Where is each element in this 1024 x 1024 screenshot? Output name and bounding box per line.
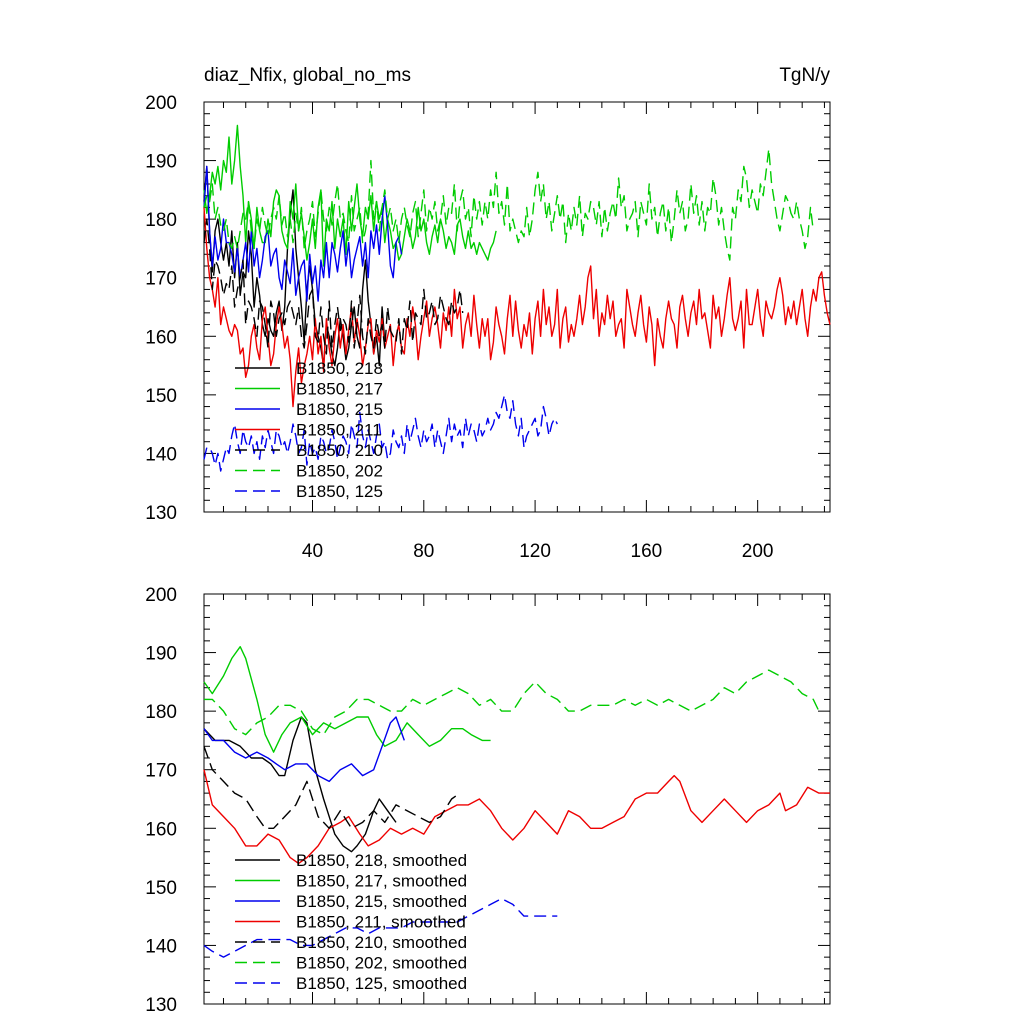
ytick-label: 140: [145, 444, 177, 465]
xtick-label: 120: [519, 541, 551, 562]
ytick-label: 170: [145, 761, 177, 782]
plot-frame: [203, 101, 831, 513]
legend-label: B1850, 211, smoothed: [296, 913, 466, 932]
ytick-label: 130: [145, 995, 177, 1016]
series-layer: [203, 124, 831, 472]
legend-label: B1850, 218, smoothed: [296, 851, 467, 870]
ytick-label: 200: [145, 585, 177, 606]
series-line-b1850-210-smoothed: [203, 746, 461, 829]
ytick-label: 160: [145, 819, 177, 840]
series-line-b1850-202-smoothed: [204, 669, 820, 736]
axis-ticks: 130 140 150 160 170 180 190 200: [145, 585, 830, 1016]
legend-label: B1850, 215: [296, 400, 383, 419]
series-line-b1850-202: [203, 148, 814, 261]
xtick-label: 160: [631, 541, 663, 562]
ytick-label: 190: [145, 152, 177, 173]
series-line-b1850-211: [203, 207, 831, 408]
ytick-label: 200: [145, 93, 177, 114]
series-layer: [203, 646, 830, 958]
series-line-b1850-217-smoothed: [203, 646, 491, 753]
chart-title-left: diaz_Nfix, global_no_ms: [204, 65, 411, 86]
ytick-label: 140: [145, 936, 177, 957]
legend-label: B1850, 125, smoothed: [296, 974, 467, 993]
ytick-label: 180: [145, 702, 177, 723]
xtick-label: 80: [413, 541, 434, 562]
legend-label: B1850, 202, smoothed: [296, 954, 467, 973]
legend-label: B1850, 210, smoothed: [296, 933, 467, 952]
legend-label: B1850, 210: [296, 441, 383, 460]
xtick-label: 200: [742, 541, 774, 562]
ytick-label: 150: [145, 386, 177, 407]
legend-label: B1850, 217: [296, 380, 383, 399]
ytick-label: 180: [145, 210, 177, 231]
series-line-b1850-125-smoothed: [203, 897, 558, 958]
legend-label: B1850, 218: [296, 359, 383, 378]
chart-title-right: TgN/y: [779, 65, 830, 86]
plot-frame: [203, 593, 831, 1005]
series-line-b1850-218-smoothed: [203, 716, 397, 853]
series-line-b1850-215: [203, 165, 403, 302]
series-line-b1850-210: [203, 218, 464, 355]
xtick-label: 40: [302, 541, 323, 562]
axis-ticks: 130 140 150 160 170 180 190 200 40 80 120 160 200: [145, 93, 830, 562]
panel-raw: diaz_Nfix, global_no_ms TgN/y 1301401501…: [145, 65, 831, 562]
legend-label: B1850, 125: [296, 482, 383, 501]
legend-label: B1850, 215, smoothed: [296, 892, 467, 911]
ytick-label: 130: [145, 503, 177, 524]
series-line-b1850-211-smoothed: [203, 769, 830, 865]
ytick-label: 150: [145, 878, 177, 899]
legend: B1850, 218, smoothed B1850, 217, smoothed…: [235, 851, 467, 993]
ytick-label: 170: [145, 269, 177, 290]
series-line-b1850-125: [203, 394, 558, 472]
series-line-b1850-215-smoothed: [203, 716, 405, 783]
ytick-label: 160: [145, 327, 177, 348]
legend-label: B1850, 211: [296, 421, 382, 440]
panel-smoothed: 130 140 150 160 170 180 190 200 B1850, 218, smo…: [145, 585, 831, 1016]
ytick-label: 190: [145, 644, 177, 665]
legend-label: B1850, 217, smoothed: [296, 872, 467, 891]
legend-label: B1850, 202: [296, 462, 383, 481]
